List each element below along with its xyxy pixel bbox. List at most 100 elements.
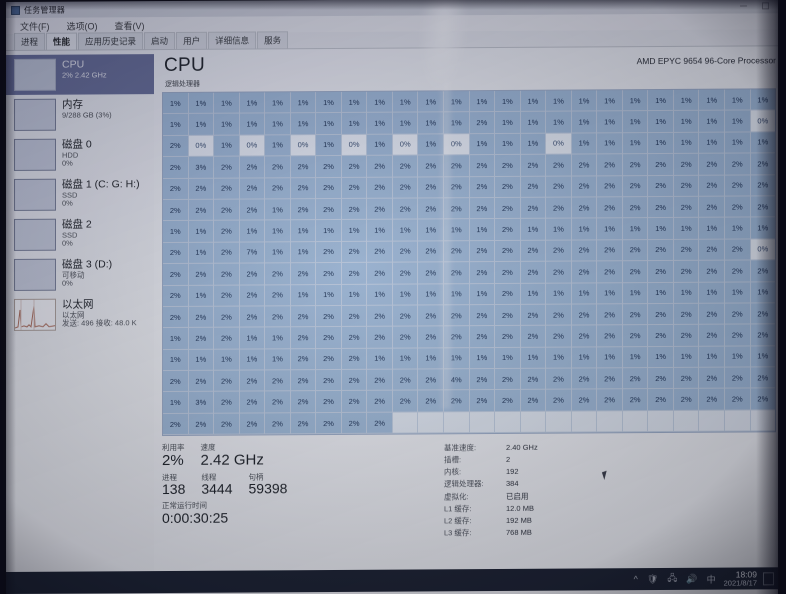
cpu-tile[interactable]: 2% bbox=[444, 390, 470, 413]
cpu-tile[interactable]: 2% bbox=[341, 262, 368, 285]
cpu-tile[interactable]: 1% bbox=[341, 220, 368, 242]
cpu-tile[interactable]: 2% bbox=[444, 240, 470, 263]
cpu-tile[interactable]: 1% bbox=[367, 134, 393, 156]
cpu-tile[interactable]: 1% bbox=[290, 241, 317, 264]
cpu-tile[interactable]: 2% bbox=[597, 325, 623, 348]
cpu-tile[interactable]: 1% bbox=[444, 112, 470, 135]
cpu-tile[interactable]: 1% bbox=[597, 90, 623, 112]
cpu-tile[interactable]: 1% bbox=[469, 347, 496, 370]
cpu-tile[interactable]: 1% bbox=[750, 132, 776, 154]
cpu-tile[interactable]: 2% bbox=[265, 306, 291, 328]
cpu-tile[interactable]: 1% bbox=[316, 134, 342, 157]
cpu-tile[interactable]: 1% bbox=[725, 110, 751, 133]
cpu-tile[interactable]: 1% bbox=[622, 218, 649, 240]
ime-indicator[interactable]: 中 bbox=[706, 574, 716, 585]
cpu-tile[interactable]: 2% bbox=[265, 413, 291, 435]
cpu-tile[interactable]: 1% bbox=[546, 90, 572, 113]
cpu-tile[interactable]: 1% bbox=[520, 219, 547, 241]
cpu-tile[interactable]: 1% bbox=[392, 283, 419, 306]
cpu-tile[interactable]: 2% bbox=[648, 261, 674, 283]
cpu-tile[interactable]: 2% bbox=[597, 197, 623, 219]
cpu-tile[interactable]: 1% bbox=[239, 92, 266, 114]
cpu-tile[interactable]: 2% bbox=[597, 304, 623, 326]
cpu-tile[interactable]: 2% bbox=[418, 155, 445, 178]
cpu-tile[interactable]: 2% bbox=[392, 326, 419, 349]
cpu-tile[interactable]: 2% bbox=[571, 154, 598, 177]
cpu-tile[interactable]: 0% bbox=[444, 133, 470, 156]
cpu-tile[interactable]: 1% bbox=[725, 346, 751, 368]
cpu-tile[interactable]: 2% bbox=[673, 239, 700, 262]
cpu-tile[interactable]: 2% bbox=[316, 177, 342, 200]
logical-processors-grid[interactable]: 1% 1% 1% 1% 1% 1% 1% 1% 1% 1% 1% 1% 1% 1% 1% 1% 1% 1% 1% 1%… bbox=[162, 88, 776, 437]
cpu-tile[interactable]: 2% bbox=[418, 369, 445, 391]
cpu-tile[interactable]: 2% bbox=[392, 390, 419, 413]
cpu-tile[interactable]: 2% bbox=[750, 174, 776, 197]
cpu-tile[interactable]: 2% bbox=[725, 196, 751, 218]
cpu-tile[interactable]: 2% bbox=[392, 198, 419, 220]
tab-users[interactable]: 用户 bbox=[176, 31, 208, 49]
cpu-tile[interactable]: 2% bbox=[725, 239, 751, 261]
cpu-tile[interactable]: 2% bbox=[392, 155, 419, 178]
cpu-tile[interactable]: 2% bbox=[546, 390, 572, 412]
cpu-tile[interactable]: 1% bbox=[750, 217, 776, 240]
sidebar-item-1[interactable]: 内存 9/288 GB (3%) bbox=[6, 94, 154, 135]
cpu-tile[interactable]: 2% bbox=[341, 391, 368, 413]
cpu-tile[interactable]: 2% bbox=[571, 240, 598, 262]
cpu-tile[interactable]: 1% bbox=[699, 217, 726, 240]
cpu-tile[interactable]: 2% bbox=[290, 348, 317, 371]
cpu-tile[interactable]: 2% bbox=[265, 177, 291, 200]
cpu-tile[interactable]: 2% bbox=[214, 220, 240, 243]
cpu-tile[interactable]: 2% bbox=[316, 263, 342, 285]
cpu-tile[interactable]: 2% bbox=[648, 367, 674, 390]
cpu-tile[interactable]: 1% bbox=[648, 218, 674, 240]
cpu-tile[interactable]: 2% bbox=[699, 324, 726, 347]
cpu-tile[interactable]: 1% bbox=[163, 92, 189, 115]
cpu-tile[interactable]: 2% bbox=[495, 240, 521, 263]
cpu-tile[interactable]: 1% bbox=[648, 89, 674, 112]
sidebar-item-6[interactable]: 以太网 以太网 发送: 496 接收: 48.0 K bbox=[6, 294, 154, 335]
cpu-tile[interactable]: 2% bbox=[546, 154, 572, 177]
cpu-tile[interactable]: 2% bbox=[750, 303, 776, 325]
cpu-tile[interactable]: 0% bbox=[546, 133, 572, 155]
cpu-tile[interactable]: 2% bbox=[469, 176, 496, 199]
cpu-tile[interactable]: 2% bbox=[214, 178, 240, 200]
cpu-tile[interactable]: 1% bbox=[699, 282, 726, 304]
cpu-tile[interactable]: 2% bbox=[622, 261, 649, 283]
cpu-tile[interactable]: 1% bbox=[418, 283, 445, 306]
cpu-tile[interactable]: 1% bbox=[571, 347, 598, 369]
cpu-tile[interactable]: 2% bbox=[188, 328, 215, 350]
cpu-tile[interactable]: 2% bbox=[495, 326, 521, 348]
cpu-tile[interactable]: 1% bbox=[699, 346, 726, 368]
sidebar-item-4[interactable]: 磁盘 2 SSD 0% bbox=[6, 214, 154, 255]
cpu-tile[interactable]: 2% bbox=[469, 326, 496, 348]
cpu-tile[interactable]: 2% bbox=[239, 284, 266, 307]
cpu-tile[interactable]: 2% bbox=[239, 413, 266, 435]
cpu-tile[interactable]: 1% bbox=[367, 113, 393, 135]
cpu-tile[interactable]: 2% bbox=[699, 239, 726, 261]
cpu-tile[interactable]: 2% bbox=[265, 370, 291, 392]
cpu-tile[interactable]: 2% bbox=[392, 262, 419, 285]
cpu-tile[interactable]: 2% bbox=[214, 306, 240, 329]
cpu-tile[interactable]: 1% bbox=[367, 91, 393, 114]
tab-startup[interactable]: 启动 bbox=[144, 31, 176, 50]
cpu-tile[interactable]: 2% bbox=[188, 306, 215, 329]
cpu-tile[interactable]: 2% bbox=[571, 261, 598, 284]
cpu-tile[interactable]: 2% bbox=[316, 241, 342, 264]
cpu-tile[interactable]: 2% bbox=[495, 304, 521, 327]
cpu-tile[interactable]: 1% bbox=[520, 112, 547, 134]
cpu-tile[interactable]: 2% bbox=[648, 154, 674, 176]
cpu-tile[interactable]: 2% bbox=[316, 348, 342, 371]
cpu-tile[interactable]: 2% bbox=[418, 262, 445, 284]
cpu-tile[interactable]: 1% bbox=[673, 282, 700, 304]
cpu-tile[interactable]: 1% bbox=[163, 328, 189, 350]
cpu-tile[interactable]: 2% bbox=[444, 305, 470, 327]
cpu-tile[interactable]: 2% bbox=[214, 199, 240, 222]
cpu-tile[interactable]: 2% bbox=[367, 241, 393, 263]
cpu-tile[interactable]: 2% bbox=[546, 197, 572, 220]
cpu-tile[interactable]: 2% bbox=[444, 155, 470, 177]
cpu-tile[interactable]: 2% bbox=[571, 197, 598, 219]
cpu-tile[interactable]: 1% bbox=[444, 283, 470, 306]
cpu-tile[interactable]: 1% bbox=[469, 91, 496, 113]
volume-icon[interactable]: 🔊 bbox=[686, 573, 698, 584]
cpu-tile[interactable]: 2% bbox=[392, 177, 419, 199]
